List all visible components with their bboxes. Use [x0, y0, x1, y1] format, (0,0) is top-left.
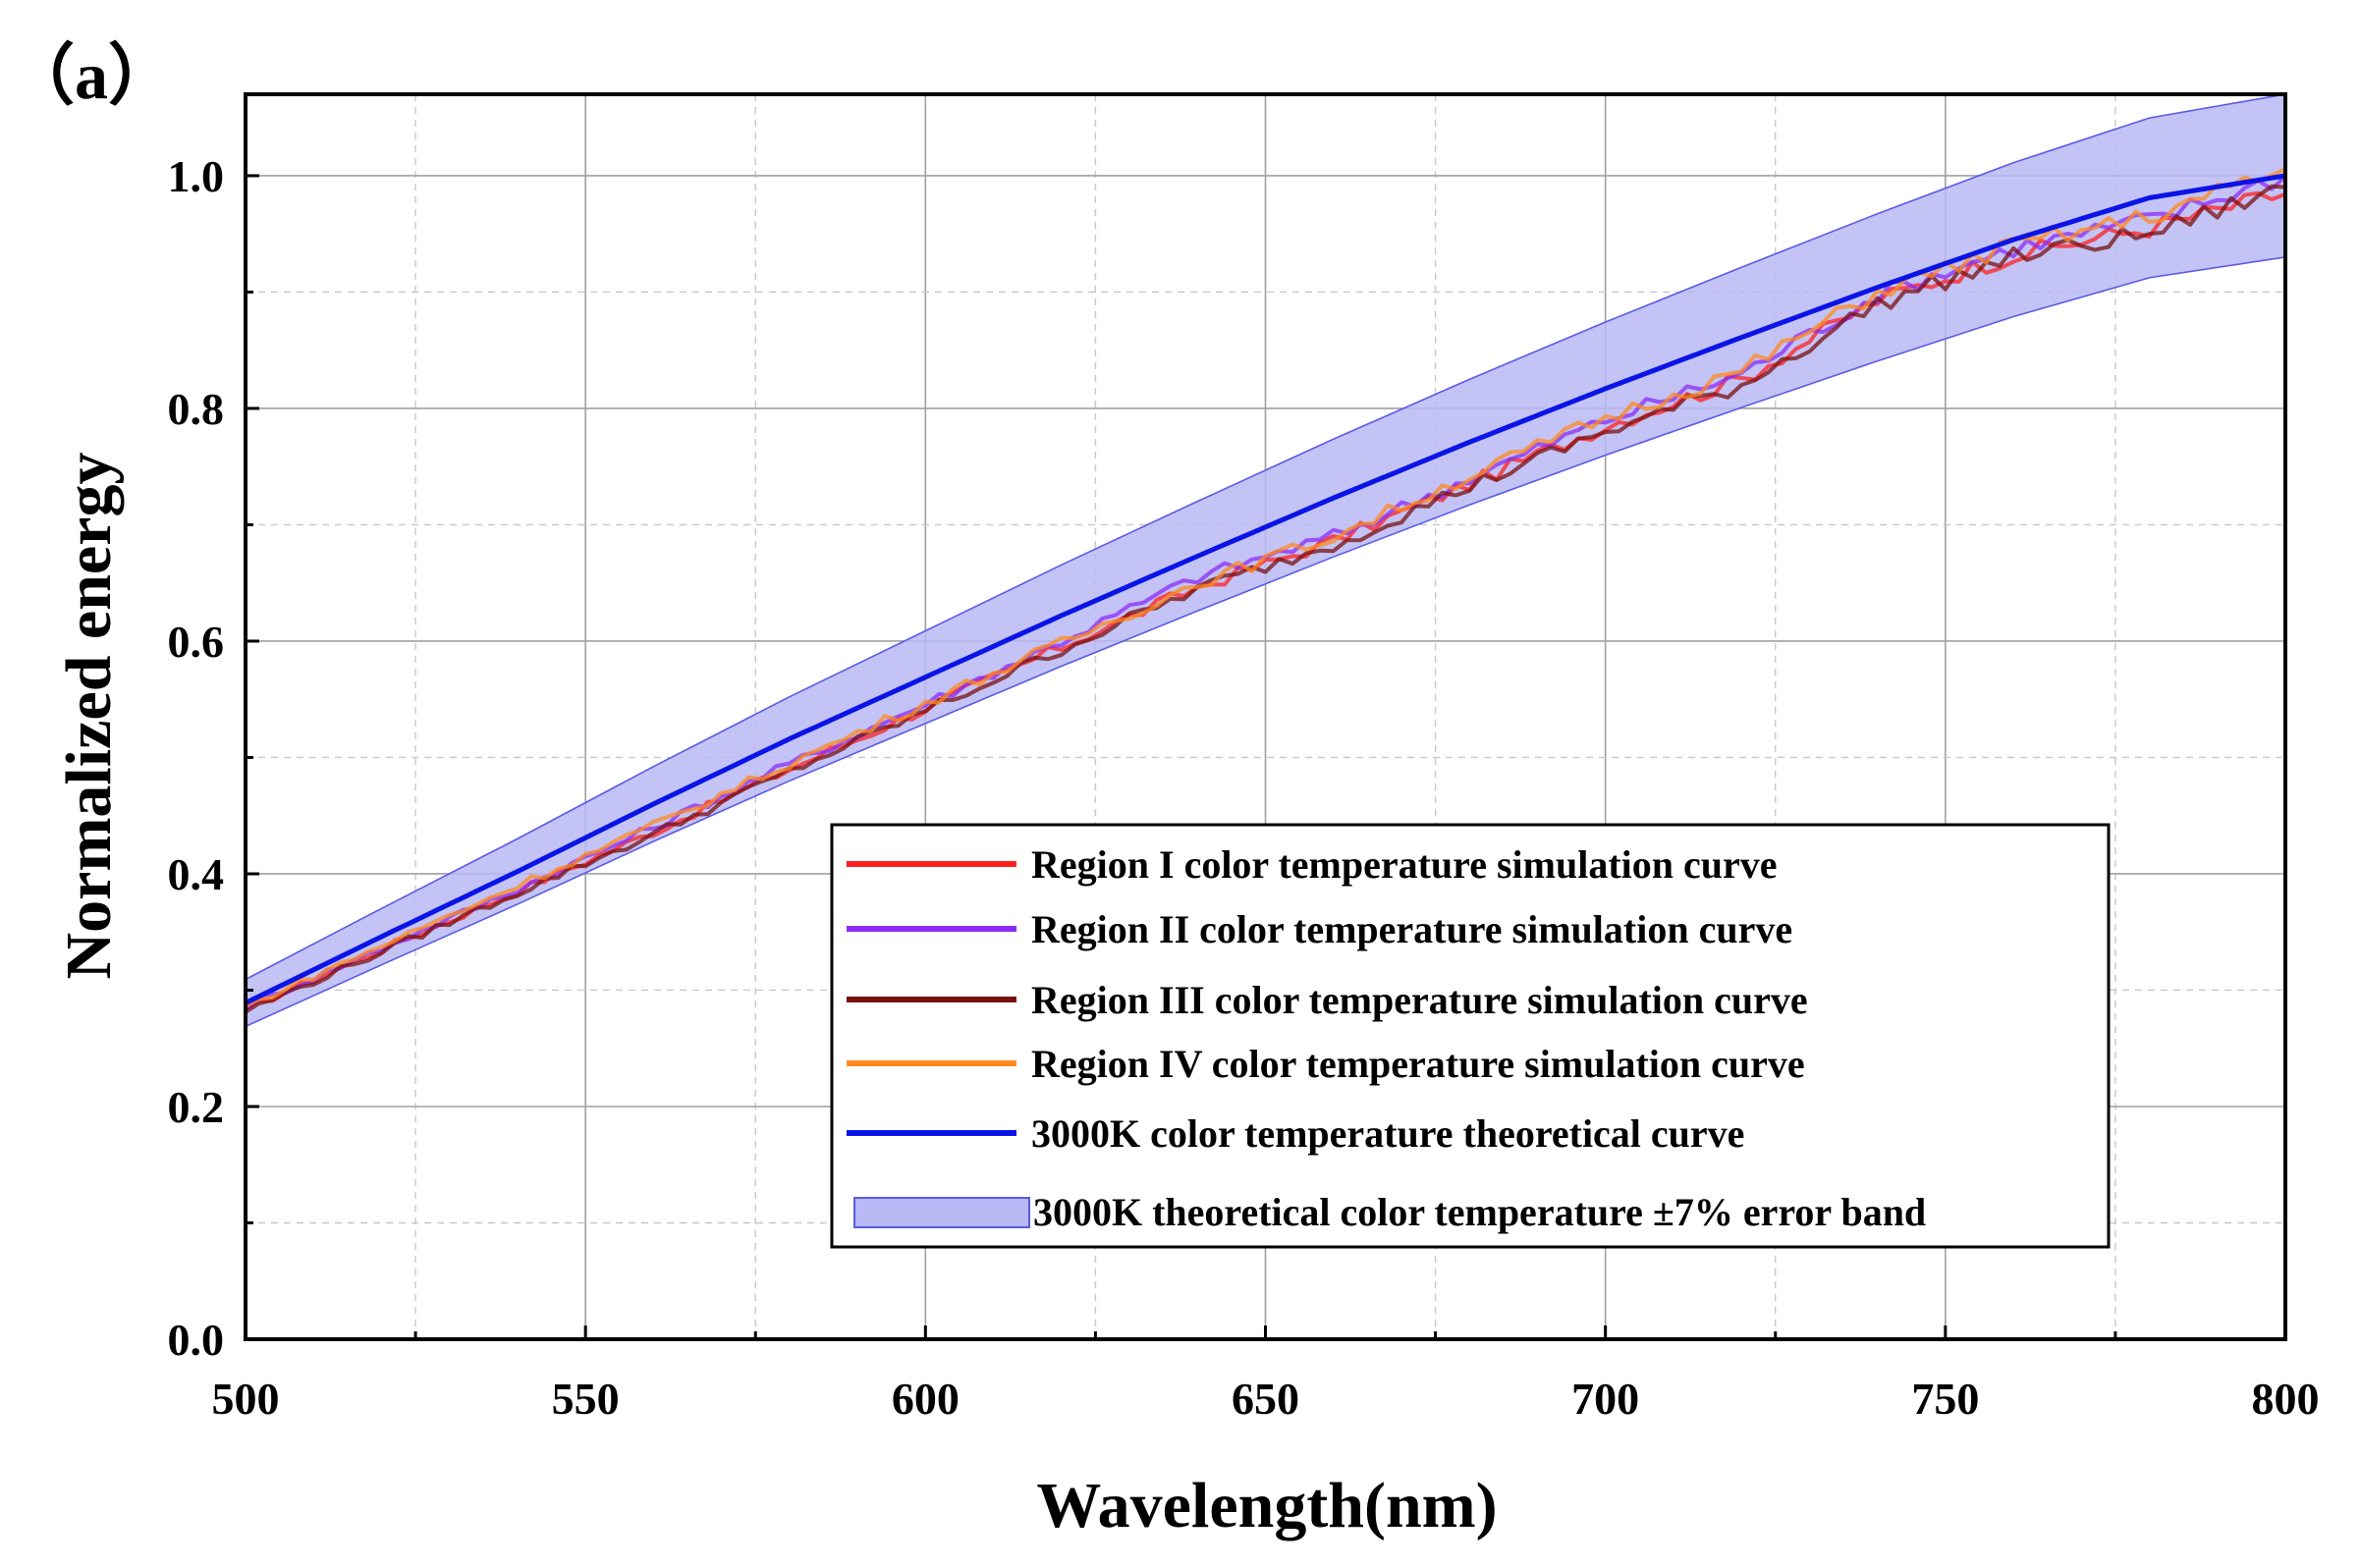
y-axis-title: Normalized energy: [53, 453, 125, 980]
ticks: [244, 174, 2287, 1341]
y-tick-label: 0.0: [168, 1315, 225, 1365]
legend-label-5: 3000K color temperature theoretical curv…: [1031, 1111, 1744, 1156]
x-tick-label: 500: [212, 1374, 280, 1424]
x-tick-labels: 500 550 600 650 700 750 800: [212, 1374, 2320, 1424]
y-tick-label: 1.0: [168, 151, 225, 201]
y-tick-label: 0.8: [168, 384, 225, 434]
series-line-3: [244, 184, 2286, 1014]
x-tick-label: 600: [892, 1374, 960, 1424]
x-tick-label: 750: [1911, 1374, 1979, 1424]
legend-label-2: Region II color temperature simulation c…: [1031, 907, 1792, 951]
y-tick-label: 0.6: [168, 617, 225, 667]
series-layer: [244, 167, 2287, 1014]
x-tick-label: 700: [1571, 1374, 1639, 1424]
legend-label-1: Region I color temperature simulation cu…: [1031, 842, 1778, 887]
x-axis-title: Wavelength(nm): [1036, 1470, 1497, 1541]
legend-label-band: 3000K theoretical color temperature ±7% …: [1033, 1190, 1926, 1234]
x-tick-label: 550: [552, 1374, 620, 1424]
x-tick-label: 650: [1232, 1374, 1299, 1424]
y-tick-label: 0.2: [168, 1082, 225, 1132]
panel-label: （a）: [8, 38, 175, 113]
legend-swatch-band: [853, 1197, 1030, 1228]
legend: Region I color temperature simulation cu…: [830, 823, 2111, 1249]
legend-box: [830, 823, 2111, 1249]
legend-label-4: Region IV color temperature simulation c…: [1031, 1042, 1805, 1086]
legend-label-3: Region III color temperature simulation …: [1031, 978, 1808, 1022]
x-tick-label: 800: [2252, 1374, 2320, 1424]
y-tick-label: 0.4: [168, 849, 225, 899]
y-tick-labels: 0.0 0.2 0.4 0.6 0.8 1.0: [168, 151, 225, 1365]
series-line-5: [244, 173, 2286, 1005]
